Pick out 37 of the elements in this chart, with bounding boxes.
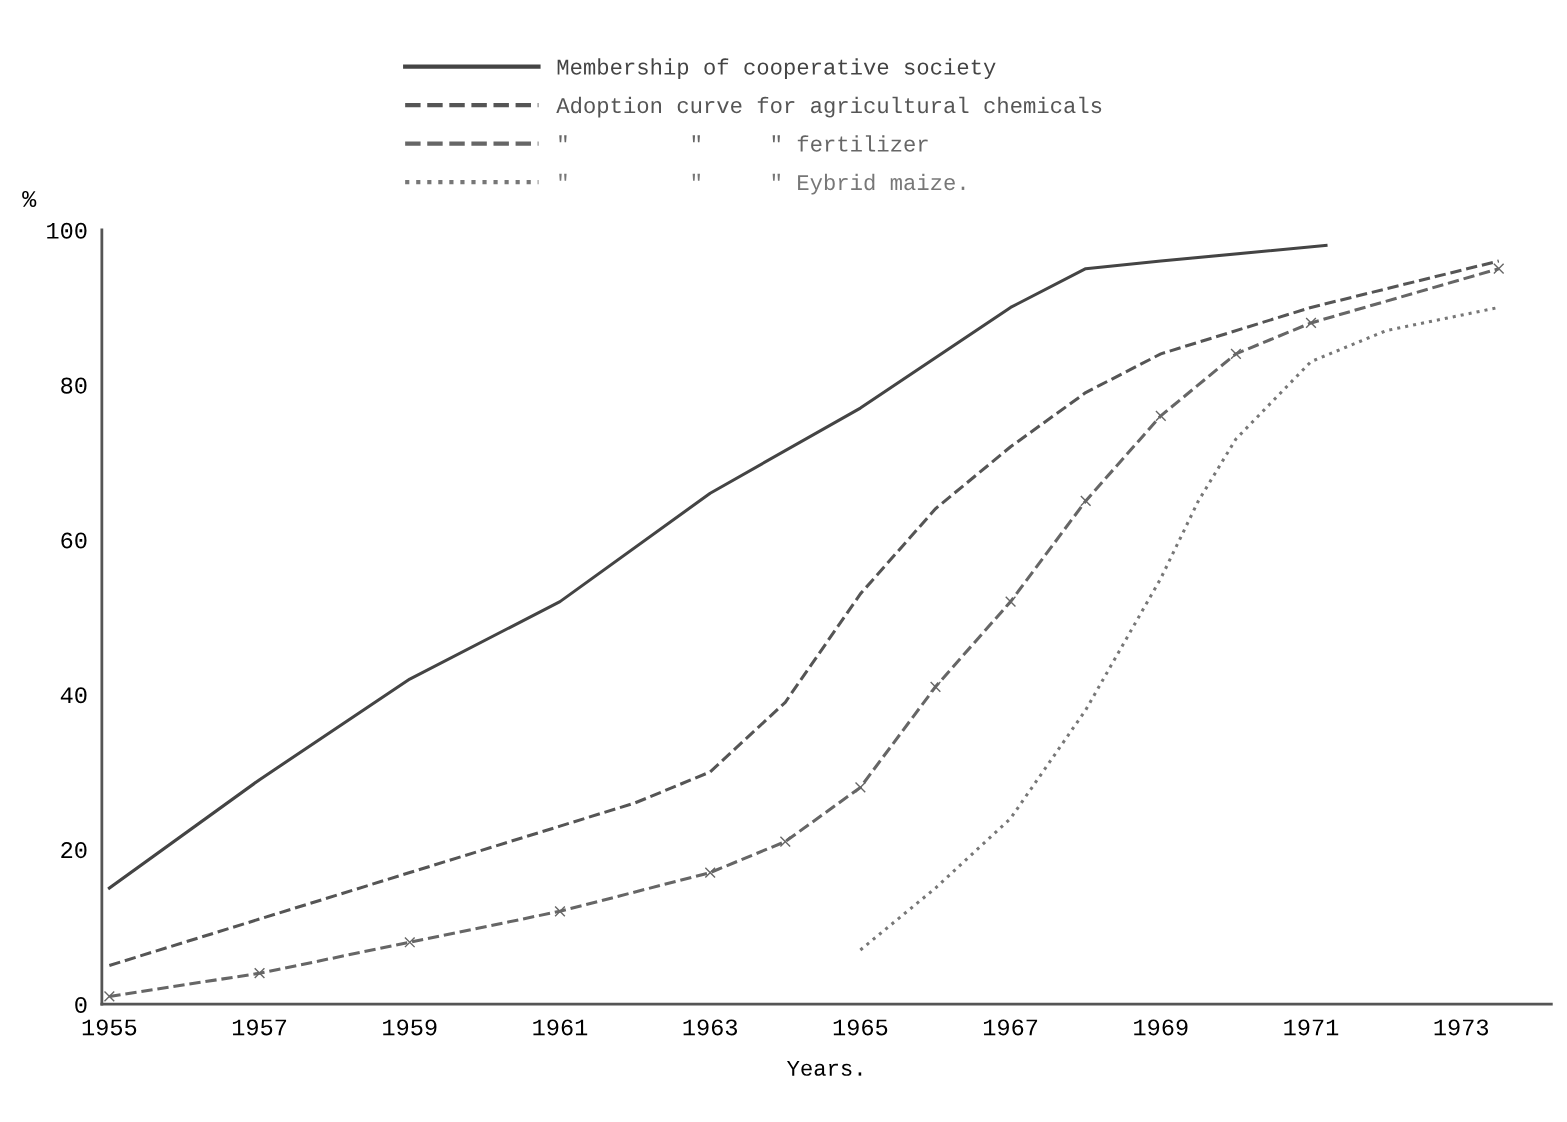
x-tick-label: 1971 xyxy=(1284,1019,1339,1036)
x-tick-label: 1963 xyxy=(683,1019,738,1036)
text: " " " Eybrid maize. xyxy=(559,173,965,195)
point xyxy=(779,836,791,848)
line-series xyxy=(107,243,1328,890)
point xyxy=(929,681,942,693)
text: Membership of cooperative society xyxy=(557,58,996,80)
x-tick-label: 1969 xyxy=(1134,1019,1188,1036)
point xyxy=(404,936,416,948)
x-tick-label: 1961 xyxy=(533,1019,588,1036)
y-axis-title: % xyxy=(22,191,37,207)
point xyxy=(1305,317,1317,329)
x-tick-label: 1973 xyxy=(1434,1019,1489,1036)
point xyxy=(554,905,566,917)
point xyxy=(1155,410,1167,422)
point xyxy=(1005,596,1017,608)
x-tick-label: 1959 xyxy=(383,1019,437,1036)
y-tick-label: 100 xyxy=(47,222,87,239)
text: " " " fertilizer xyxy=(559,135,928,152)
x-tick-label: 1957 xyxy=(232,1019,287,1036)
x-tick-label: 1967 xyxy=(983,1019,1038,1036)
x-tick-label: 1965 xyxy=(833,1019,888,1036)
x-tick-label: 1955 xyxy=(82,1019,137,1036)
text: Adoption curve for agricultural chemicals xyxy=(556,96,1102,118)
point xyxy=(1493,263,1505,275)
point xyxy=(704,867,716,879)
y-tick-label: 60 xyxy=(61,532,87,549)
y-tick-label: 20 xyxy=(61,842,87,859)
point xyxy=(254,967,266,979)
point xyxy=(1080,495,1092,507)
point xyxy=(1230,348,1242,360)
y-tick-label: 80 xyxy=(61,377,87,394)
point xyxy=(103,990,115,1003)
y-tick-label: 40 xyxy=(60,687,87,704)
y-tick-label: 0 xyxy=(75,996,87,1013)
point xyxy=(854,781,866,793)
x-axis-title: Years. xyxy=(786,1061,862,1076)
